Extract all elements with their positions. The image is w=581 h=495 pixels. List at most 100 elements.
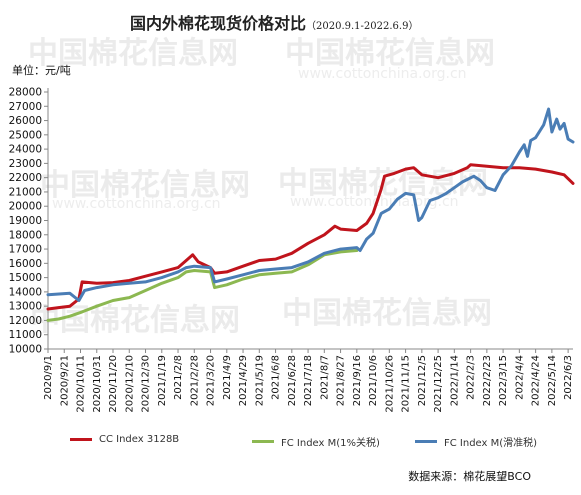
series-2-point	[472, 175, 476, 178]
series-0-point	[365, 222, 368, 225]
y-tick-label: 13000	[9, 301, 42, 313]
series-0-point	[191, 253, 194, 256]
series-2-point	[160, 276, 163, 279]
series-2-point	[193, 265, 196, 268]
series-0-point	[355, 229, 358, 232]
series-0-point	[57, 306, 60, 309]
legend-swatch-fc-index-sliding	[415, 440, 437, 443]
series-2-point	[529, 139, 532, 142]
y-axis: 10000 11000 12000 13000 14000 15000 16000 17000…	[9, 87, 49, 356]
series-0-point	[160, 270, 163, 274]
series-2-point	[77, 299, 81, 302]
series-0-point	[518, 166, 521, 169]
series-2-point	[526, 155, 529, 158]
series-0-point	[485, 165, 489, 168]
series-2-point	[83, 289, 86, 292]
series-1-point	[68, 315, 72, 318]
legend-swatch-cc-index	[70, 438, 92, 441]
series-line-2	[46, 107, 575, 302]
series-2-point	[542, 123, 545, 127]
y-tick-label: 22000	[9, 172, 42, 184]
y-tick-label: 27000	[9, 101, 42, 113]
x-tick-label: 2021/12/25	[433, 355, 444, 413]
y-tick-label: 11000	[9, 329, 42, 341]
series-0-point	[333, 225, 337, 228]
series-0-point	[111, 281, 115, 284]
x-tick-label: 2022/6/3	[563, 355, 574, 400]
series-0-point	[68, 305, 72, 308]
series-0-point	[306, 242, 310, 245]
x-tick-label: 2021/8/27	[336, 355, 347, 406]
data-source: 数据来源：棉花展望BCO	[408, 470, 531, 483]
chart-title-range: （2020.9.1-2022.6.9）	[306, 21, 419, 32]
series-2-point	[436, 196, 440, 199]
series-1-point	[185, 270, 188, 274]
series-2-point	[534, 136, 537, 139]
series-0-point	[274, 257, 277, 261]
x-tick-label: 2021/1/19	[157, 355, 168, 406]
series-2-point	[290, 266, 293, 269]
x-tick-label: 2021/10/6	[368, 355, 379, 406]
legend-item-fc-index-sliding: FC Index M(滑准税)	[415, 434, 537, 449]
series-2-point	[323, 252, 326, 255]
y-tick-label: 23000	[9, 158, 42, 170]
series-0-point	[371, 212, 375, 215]
x-tick-label: 2021/12/5	[417, 355, 428, 406]
x-tick-label: 2021/4/9	[222, 355, 233, 400]
y-tick-label: 16000	[9, 258, 42, 270]
series-2-point	[547, 107, 550, 111]
series-1-point	[176, 276, 180, 279]
x-tick-label: 2021/5/19	[254, 355, 265, 406]
x-tick-label: 2020/12/30	[141, 355, 152, 413]
series-2-point	[225, 277, 228, 281]
series-0-point	[562, 173, 566, 176]
y-tick-label: 21000	[9, 186, 42, 198]
series-2-point	[453, 186, 456, 189]
series-0-point	[420, 173, 423, 176]
series-0-point	[241, 265, 245, 268]
x-tick-label: 2020/10/31	[92, 355, 103, 413]
unit-label: 单位：元/吨	[12, 64, 71, 77]
series-1-point	[241, 277, 245, 281]
series-2-point	[185, 266, 188, 269]
series-2-point	[518, 150, 521, 154]
series-2-point	[128, 282, 131, 285]
x-tick-label: 2020/9/1	[43, 355, 54, 400]
x-tick-label: 2022/2/23	[482, 355, 493, 406]
x-tick-label: 2021/7/18	[303, 355, 314, 406]
x-tick-label: 2021/9/16	[352, 355, 363, 406]
series-0-point	[258, 259, 261, 262]
x-tick-label: 2022/1/14	[449, 355, 460, 406]
y-tick-label: 19000	[9, 215, 42, 227]
y-tick-label: 12000	[9, 315, 42, 327]
y-tick-label: 26000	[9, 115, 42, 127]
series-2-point	[562, 122, 566, 125]
series-0-point	[501, 166, 505, 169]
series-1-point	[57, 317, 60, 321]
x-tick-label: 2020/11/20	[108, 355, 119, 413]
x-tick-label: 2021/6/28	[287, 355, 298, 406]
series-1-point	[258, 273, 261, 276]
series-2-point	[417, 219, 420, 222]
series-2-point	[209, 266, 212, 269]
x-tick-label: 2021/2/8	[173, 355, 184, 400]
series-0-point	[412, 166, 415, 169]
series-2-point	[355, 246, 358, 249]
series-0-point	[550, 170, 554, 174]
series-0-point	[213, 272, 216, 275]
series-2-point	[550, 130, 554, 134]
legend-label-cc-index: CC Index 3128B	[99, 434, 180, 445]
series-line-0	[46, 163, 575, 311]
legend-item-fc-index-1pct: FC Index M(1%关税)	[252, 434, 380, 449]
series-0-point	[469, 163, 472, 166]
x-tick-label: 2021/2/28	[189, 355, 200, 406]
y-tick-label: 18000	[9, 229, 42, 241]
series-0-point	[46, 307, 50, 311]
series-layer	[46, 107, 575, 322]
x-tick-label: 2021/3/20	[206, 355, 217, 406]
series-2-point	[68, 292, 72, 295]
series-2-point	[258, 269, 261, 272]
series-2-point	[144, 280, 147, 284]
